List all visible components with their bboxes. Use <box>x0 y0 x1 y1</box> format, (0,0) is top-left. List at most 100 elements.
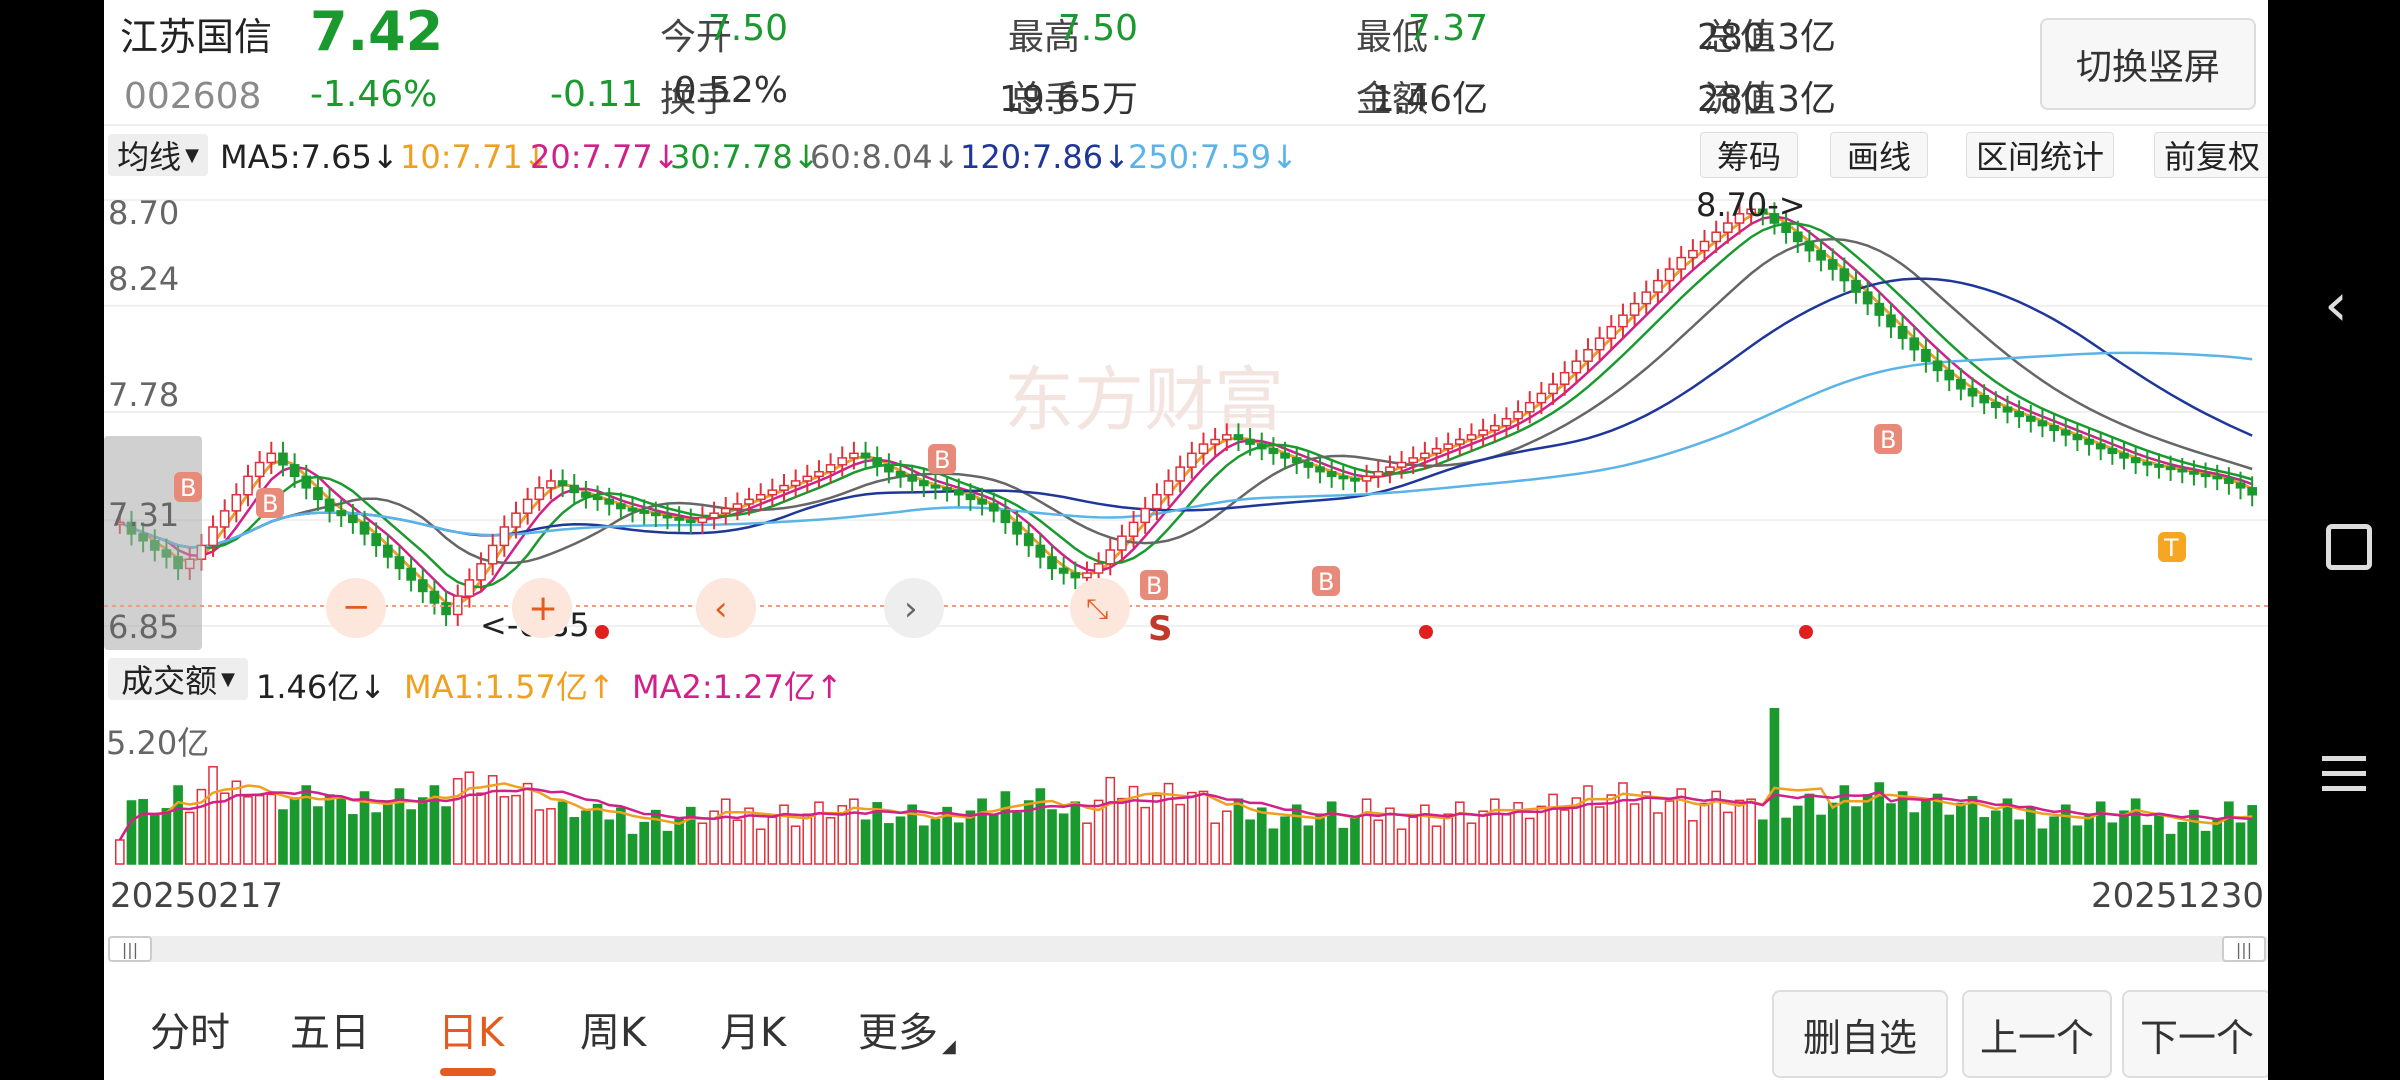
candle-body <box>1210 438 1220 445</box>
volume-bar <box>790 825 801 865</box>
volume-bar <box>1268 828 1279 865</box>
switch-portrait-button[interactable]: 切换竖屏 <box>2040 18 2256 110</box>
back-nav-icon[interactable]: ‹ <box>2324 270 2348 340</box>
volume-bar <box>394 788 405 865</box>
candle-body <box>814 470 824 478</box>
volume-bar <box>1606 794 1617 865</box>
plus-icon: + <box>528 588 558 629</box>
candle-body <box>1408 457 1419 464</box>
candle-body <box>1315 466 1325 473</box>
tab-daily-k[interactable]: 日K <box>438 1010 505 1056</box>
move-right-control[interactable] <box>884 578 944 638</box>
move-left-control[interactable] <box>696 578 756 638</box>
volume-chart[interactable]: 5.20亿 <box>104 708 2268 868</box>
candle-body <box>1117 535 1127 551</box>
volume-bar <box>2060 804 2071 865</box>
candle-body <box>476 563 486 581</box>
event-dot[interactable] <box>1799 625 1813 639</box>
candle-body <box>1513 411 1523 420</box>
recents-nav-icon[interactable] <box>2322 756 2366 791</box>
volume-bar <box>2154 812 2164 865</box>
volume-bar <box>755 828 766 865</box>
volume-bar <box>231 780 242 865</box>
zoom-out-control[interactable] <box>326 578 386 638</box>
scroll-handle-left[interactable]: ||| <box>108 936 152 962</box>
remove-watchlist-button[interactable]: 删自选 <box>1772 990 1948 1078</box>
volume-bar <box>184 811 195 865</box>
tab-weekly-k[interactable]: 周K <box>580 1010 647 1056</box>
volume-bar <box>1128 785 1139 865</box>
candle-body <box>650 512 661 517</box>
volume-bar <box>697 822 708 865</box>
candle-body <box>2154 464 2164 468</box>
candle-body <box>382 544 393 558</box>
candle-body <box>1909 337 1920 351</box>
chips-button[interactable]: 筹码 <box>1700 132 1798 178</box>
tab-more[interactable]: 更多 <box>858 1010 938 1056</box>
candle-body <box>1956 378 1966 390</box>
candle-body <box>2037 420 2048 427</box>
high-annotation: 8.70-> <box>1696 186 1806 224</box>
volume-bar <box>1093 799 1104 865</box>
fullscreen-control[interactable] <box>1070 578 1130 638</box>
candle-body <box>1944 369 1955 381</box>
volume-bar <box>918 825 929 865</box>
zoom-in-control[interactable] <box>512 578 572 638</box>
buy-marker[interactable]: B <box>174 472 202 502</box>
range-stats-button[interactable]: 区间统计 <box>1966 132 2114 178</box>
candle-body <box>802 475 813 482</box>
candle-body <box>301 475 312 489</box>
candle-body <box>499 526 510 547</box>
previous-button[interactable]: 上一个 <box>1962 990 2112 1078</box>
volume-bar <box>2084 813 2094 865</box>
volume-bar <box>1047 809 1057 865</box>
candle-body <box>1711 231 1722 243</box>
ma-selector[interactable]: 均线 ▼ <box>108 134 208 176</box>
volume-bar <box>1886 803 1896 865</box>
volume-bar <box>2247 805 2258 865</box>
candle-body <box>1466 434 1477 441</box>
home-nav-icon[interactable] <box>2326 524 2372 570</box>
next-button[interactable]: 下一个 <box>2122 990 2268 1078</box>
candle-body <box>1047 556 1057 570</box>
candle-body <box>429 590 440 604</box>
candle-body <box>2177 468 2188 473</box>
candle-body <box>1443 443 1454 450</box>
candle-body <box>1816 249 1826 261</box>
candle-body <box>2095 443 2106 450</box>
tab-monthly-k[interactable]: 月K <box>720 1010 787 1056</box>
dropdown-icon: ▼ <box>221 668 235 690</box>
buy-marker[interactable]: B <box>1874 424 1902 454</box>
tab-intraday[interactable]: 分时 <box>150 1010 230 1056</box>
volume-bar <box>243 796 253 865</box>
kline-chart[interactable]: 东方财富 8.70 8.24 7.78 7.31 6.85 8.70-> <-6… <box>104 186 2268 650</box>
adjust-button[interactable]: 前复权 <box>2154 132 2268 178</box>
svg-text:B: B <box>262 490 278 518</box>
candle-body <box>2049 424 2059 432</box>
volume-bar <box>254 794 265 865</box>
buy-marker[interactable]: B <box>928 444 956 474</box>
volume-bar <box>1140 806 1151 865</box>
tab-five-day[interactable]: 五日 <box>290 1010 370 1056</box>
volume-selector[interactable]: 成交额 ▼ <box>108 658 248 700</box>
t-marker[interactable]: T <box>2158 532 2186 562</box>
volume-bar <box>1385 807 1395 865</box>
quote-value-total-value: 280.3亿 <box>1696 17 1836 58</box>
candle-body <box>313 487 323 501</box>
volume-bar <box>942 806 952 865</box>
draw-line-button[interactable]: 画线 <box>1830 132 1928 178</box>
buy-marker[interactable]: B <box>1312 566 1340 596</box>
buy-marker[interactable]: B <box>256 488 284 518</box>
candle-body <box>1000 510 1011 524</box>
buy-marker[interactable]: B <box>1140 570 1168 600</box>
candle-body <box>1664 268 1675 282</box>
ma10-label: 10:7.71↓ <box>400 138 550 176</box>
scroll-handle-right[interactable]: ||| <box>2222 936 2266 962</box>
candle-body <box>1594 337 1605 351</box>
volume-bar <box>1979 817 1990 865</box>
timeline-scrollbar[interactable] <box>108 936 2268 962</box>
volume-bar <box>1897 791 1908 865</box>
event-dot[interactable] <box>1419 625 1433 639</box>
event-dot[interactable] <box>595 625 609 639</box>
volume-bar <box>592 803 603 865</box>
